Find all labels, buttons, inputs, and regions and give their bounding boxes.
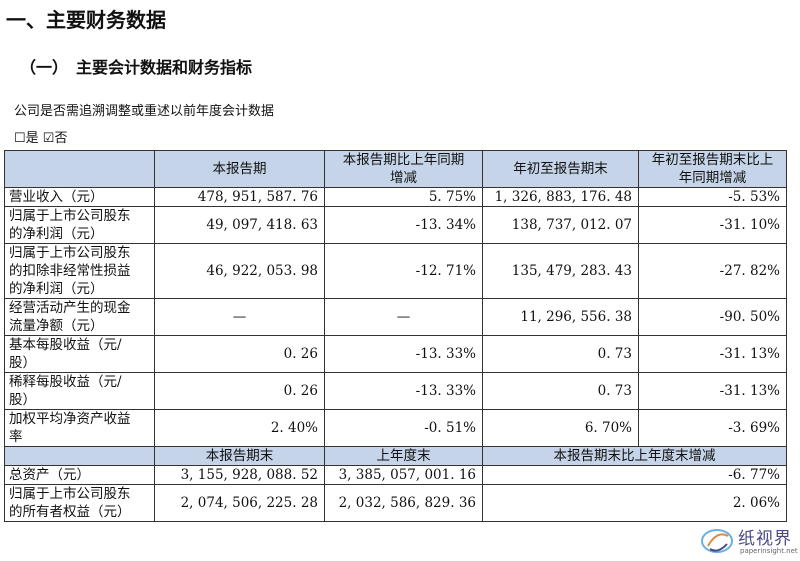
option-yes-checkbox[interactable]: ☐是 (14, 131, 39, 146)
subheader-cell-1: 本报告期末 (154, 446, 325, 466)
table-row: 经营活动产生的现金 流量净额（元） — — 11, 296, 556. 38 -… (4, 298, 787, 336)
cell-value: -13. 34% (324, 206, 483, 244)
cell-value: -90. 50% (638, 298, 787, 336)
table-row: 归属于上市公司股东 的扣除非经常性损益 的净利润（元） 46, 922, 053… (4, 243, 787, 299)
subsection-heading: （一） 主要会计数据和财务指标 (20, 58, 253, 77)
cell-value: 46, 922, 053. 98 (154, 243, 325, 299)
header-cell-2: 本报告期比上年同期 增减 (324, 150, 483, 188)
table-subheader-row: 本报告期末 上年度末 本报告期末比上年度末增减 (4, 446, 787, 466)
row-label: 归属于上市公司股东 的净利润（元） (4, 206, 155, 244)
table-row: 归属于上市公司股东 的净利润（元） 49, 097, 418. 63 -13. … (4, 206, 787, 244)
table-row: 总资产（元） 3, 155, 928, 088. 52 3, 385, 057,… (4, 465, 787, 485)
cell-value: -31. 10% (638, 206, 787, 244)
cell-value: -13. 33% (324, 372, 483, 410)
cell-value: 3, 155, 928, 088. 52 (154, 465, 325, 485)
cell-value: 478, 951, 587. 76 (154, 187, 325, 207)
table-header-row: 本报告期 本报告期比上年同期 增减 年初至报告期末 年初至报告期末比上 年同期增… (4, 150, 787, 188)
cell-value: 6. 70% (482, 409, 639, 447)
cell-value: -13. 33% (324, 335, 483, 373)
section-heading: 一、主要财务数据 (6, 8, 166, 32)
cell-value: — (324, 298, 483, 336)
header-cell-4: 年初至报告期末比上 年同期增减 (638, 150, 787, 188)
restatement-options: ☐是 ☑否 (14, 127, 67, 146)
watermark-name: 纸视界 (738, 529, 792, 549)
cell-value: 2, 074, 506, 225. 28 (154, 484, 325, 522)
cell-value: 0. 73 (482, 335, 639, 373)
cell-value: 138, 737, 012. 07 (482, 206, 639, 244)
cell-value: -31. 13% (638, 372, 787, 410)
watermark: 纸视界 paperinsight.net (700, 524, 798, 560)
table-row: 归属于上市公司股东 的所有者权益（元） 2, 074, 506, 225. 28… (4, 484, 787, 522)
row-label: 经营活动产生的现金 流量净额（元） (4, 298, 155, 336)
row-label: 归属于上市公司股东 的所有者权益（元） (4, 484, 155, 522)
cell-value: 0. 73 (482, 372, 639, 410)
watermark-url: paperinsight.net (740, 547, 798, 555)
table-row: 加权平均净资产收益 率 2. 40% -0. 51% 6. 70% -3. 69… (4, 409, 787, 447)
row-label: 营业收入（元） (4, 187, 155, 207)
row-label: 基本每股收益（元/ 股） (4, 335, 155, 373)
cell-value: -27. 82% (638, 243, 787, 299)
cell-value: 3, 385, 057, 001. 16 (324, 465, 483, 485)
cell-value: -12. 71% (324, 243, 483, 299)
cell-value: 1, 326, 883, 176. 48 (482, 187, 639, 207)
cell-value: 49, 097, 418. 63 (154, 206, 325, 244)
header-cell-1: 本报告期 (154, 150, 325, 188)
row-label: 归属于上市公司股东 的扣除非经常性损益 的净利润（元） (4, 243, 155, 299)
subheader-cell-0 (4, 446, 155, 466)
header-cell-3: 年初至报告期末 (482, 150, 639, 188)
subheader-cell-3: 本报告期末比上年度末增减 (482, 446, 787, 466)
financial-data-table: 本报告期 本报告期比上年同期 增减 年初至报告期末 年初至报告期末比上 年同期增… (4, 150, 787, 522)
cell-value: 11, 296, 556. 38 (482, 298, 639, 336)
cell-value: -0. 51% (324, 409, 483, 447)
cell-value: 2, 032, 586, 829. 36 (324, 484, 483, 522)
cell-value: 135, 479, 283. 43 (482, 243, 639, 299)
cell-value: 2. 06% (482, 484, 787, 522)
option-no-checkbox[interactable]: ☑否 (42, 131, 68, 146)
cell-value: -6. 77% (482, 465, 787, 485)
table-row: 稀释每股收益（元/ 股） 0. 26 -13. 33% 0. 73 -31. 1… (4, 372, 787, 410)
subheader-cell-2: 上年度末 (324, 446, 483, 466)
cell-value: -3. 69% (638, 409, 787, 447)
cell-value: 0. 26 (154, 335, 325, 373)
paperinsight-logo-icon (701, 529, 733, 553)
restatement-question: 公司是否需追溯调整或重述以前年度会计数据 (14, 104, 275, 119)
cell-value: 2. 40% (154, 409, 325, 447)
row-label: 稀释每股收益（元/ 股） (4, 372, 155, 410)
row-label: 加权平均净资产收益 率 (4, 409, 155, 447)
cell-value: 5. 75% (324, 187, 483, 207)
cell-value: 0. 26 (154, 372, 325, 410)
table-row: 营业收入（元） 478, 951, 587. 76 5. 75% 1, 326,… (4, 187, 787, 207)
table-row: 基本每股收益（元/ 股） 0. 26 -13. 33% 0. 73 -31. 1… (4, 335, 787, 373)
cell-value: -31. 13% (638, 335, 787, 373)
cell-value: — (154, 298, 325, 336)
cell-value: -5. 53% (638, 187, 787, 207)
header-cell-0 (4, 150, 155, 188)
row-label: 总资产（元） (4, 465, 155, 485)
